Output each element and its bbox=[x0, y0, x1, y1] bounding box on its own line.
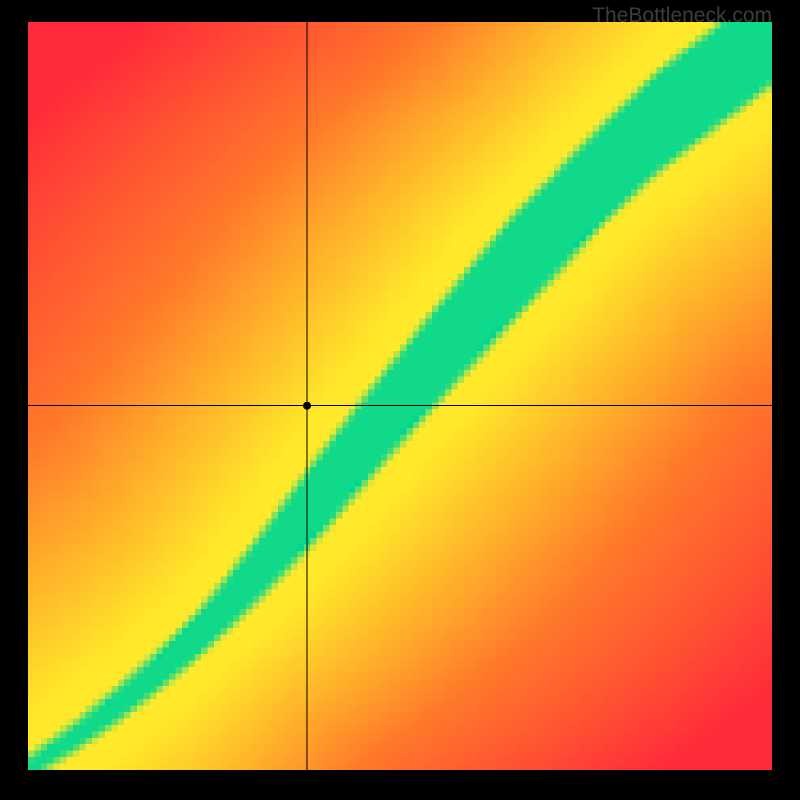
chart-container: TheBottleneck.com bbox=[0, 0, 800, 800]
watermark-text: TheBottleneck.com bbox=[592, 4, 772, 28]
bottleneck-heatmap bbox=[28, 22, 772, 770]
